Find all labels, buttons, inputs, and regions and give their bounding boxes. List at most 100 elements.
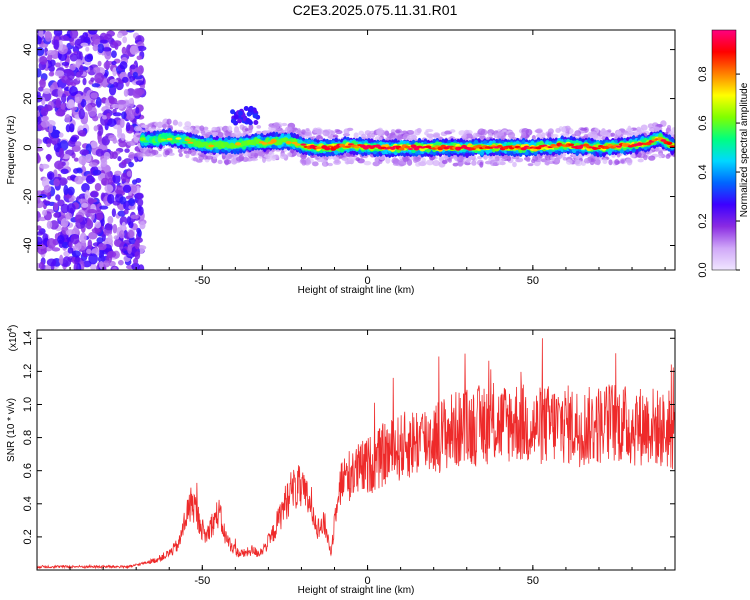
- heatmap-noise-cell: [112, 173, 121, 184]
- heatmap-halo-cell: [185, 153, 190, 159]
- heatmap-ridge-cell: [496, 145, 503, 148]
- heatmap-halo-cell: [300, 158, 305, 163]
- heatmap-noise-cell: [46, 138, 53, 144]
- heatmap-noise-cell: [112, 112, 122, 117]
- heatmap-noise-cell: [129, 45, 139, 55]
- heatmap-noise-cell: [57, 235, 65, 244]
- heatmap-noise-cell: [114, 170, 122, 176]
- heatmap-noise-cell: [46, 220, 53, 229]
- heatmap-noise-cell: [92, 169, 102, 176]
- heatmap-noise-cell: [113, 81, 119, 88]
- heatmap-noise-cell: [41, 115, 49, 122]
- colorbar-ticks: 0.0 0.2 0.4 0.6 0.8: [697, 66, 740, 278]
- heatmap-halo-cell: [391, 157, 400, 164]
- heatmap-noise-cell: [114, 42, 119, 50]
- heatmap-noise-cell: [134, 251, 141, 260]
- heatmap-noise-cell: [53, 178, 60, 187]
- heatmap-ridge-cell: [645, 141, 652, 146]
- heatmap-ridge-cell: [404, 145, 411, 149]
- heatmap-halo-cell: [544, 161, 550, 166]
- heatmap-noise-cell: [49, 59, 56, 67]
- heatmap-blob-cell: [237, 118, 243, 124]
- heatmap-halo-cell: [602, 158, 608, 165]
- heatmap-noise-cell: [120, 172, 127, 182]
- heatmap-ridge-cell: [398, 147, 405, 151]
- heatmap-halo-cell: [256, 125, 262, 129]
- heatmap-halo-cell: [395, 129, 401, 133]
- heatmap-halo-cell: [332, 156, 340, 160]
- heatmap-noise-cell: [103, 61, 111, 70]
- heatmap-halo-cell: [647, 123, 654, 129]
- heatmap-halo-cell: [494, 156, 500, 162]
- heatmap-halo-cell: [212, 154, 218, 160]
- heatmap-halo-cell: [402, 156, 409, 163]
- heatmap-noise-cell: [73, 262, 79, 270]
- heatmap-halo-cell: [438, 156, 445, 162]
- snr-x-tick-label: -50: [194, 575, 210, 587]
- heatmap-noise-cell: [105, 98, 110, 109]
- heatmap-ridge-cell: [261, 142, 268, 145]
- heatmap-noise-cell: [111, 103, 120, 109]
- heatmap-noise-cell: [57, 87, 63, 98]
- snr-y-tick-label: 0.6: [22, 463, 34, 478]
- heatmap-noise-cell: [42, 209, 47, 216]
- heatmap-halo-cell: [565, 159, 573, 165]
- snr-y-tick-label: 0.8: [22, 430, 34, 445]
- heatmap-noise-cell: [60, 168, 69, 175]
- heatmap-halo-cell: [320, 158, 328, 164]
- heatmap-noise-cell: [139, 221, 146, 230]
- heatmap-y-axis-label: Frequency (Hz): [6, 116, 17, 185]
- heatmap-noise-cell: [94, 221, 102, 229]
- heatmap-y-tick-label: 40: [22, 43, 34, 55]
- heatmap-halo-cell: [616, 130, 622, 136]
- heatmap-noise-cell: [44, 30, 53, 42]
- heatmap-noise-cell: [90, 141, 98, 149]
- heatmap-halo-cell: [392, 162, 400, 166]
- heatmap-halo-cell: [648, 155, 656, 161]
- heatmap-noise-cell: [66, 203, 76, 214]
- heatmap-halo-cell: [271, 155, 277, 161]
- heatmap-halo-cell: [224, 153, 232, 160]
- heatmap-halo-cell: [465, 133, 473, 139]
- heatmap-halo-cell: [217, 159, 223, 165]
- heatmap-noise-cell: [128, 204, 136, 210]
- heatmap-halo-cell: [426, 159, 434, 166]
- heatmap-ridge-cell: [568, 143, 575, 147]
- heatmap-halo-cell: [562, 156, 568, 161]
- heatmap-noise-cell: [121, 159, 127, 166]
- heatmap-noise-cell: [54, 70, 65, 77]
- heatmap-noise-cell: [46, 49, 56, 56]
- heatmap-halo-cell: [479, 161, 484, 168]
- heatmap-halo-cell: [414, 128, 421, 136]
- heatmap-noise-cell: [107, 193, 115, 204]
- heatmap-halo-cell: [205, 155, 214, 160]
- heatmap-noise-cell: [95, 96, 102, 108]
- heatmap-halo-cell: [217, 131, 224, 138]
- heatmap-noise-cell: [61, 61, 70, 66]
- heatmap-noise-cell: [48, 71, 55, 77]
- heatmap-noise-cell: [59, 35, 70, 41]
- heatmap-halo-cell: [255, 130, 262, 135]
- heatmap-noise-cell: [136, 55, 142, 61]
- heatmap-halo-cell: [527, 163, 534, 167]
- heatmap-noise-cell: [113, 124, 123, 130]
- heatmap-noise-cell: [40, 120, 50, 128]
- heatmap-ridge-cell: [425, 145, 432, 149]
- heatmap-noise-cell: [132, 71, 138, 78]
- heatmap-noise-cell: [74, 38, 84, 50]
- heatmap-noise-cell: [116, 32, 123, 39]
- heatmap-halo-cell: [424, 131, 429, 136]
- heatmap-halo-cell: [526, 158, 531, 162]
- heatmap-noise-cell: [67, 247, 74, 254]
- heatmap-noise-cell: [37, 236, 43, 247]
- heatmap-noise-cell: [122, 184, 132, 193]
- heatmap-halo-cell: [361, 133, 367, 140]
- heatmap-halo-cell: [333, 159, 342, 165]
- heatmap-noise-cell: [58, 132, 64, 138]
- heatmap-halo-cell: [653, 126, 660, 131]
- heatmap-noise-cell: [66, 81, 77, 87]
- heatmap-noise-cell: [131, 262, 140, 270]
- heatmap-noise-cell: [135, 106, 140, 114]
- heatmap-noise-cell: [62, 256, 72, 267]
- heatmap-ridge-cell: [142, 140, 149, 143]
